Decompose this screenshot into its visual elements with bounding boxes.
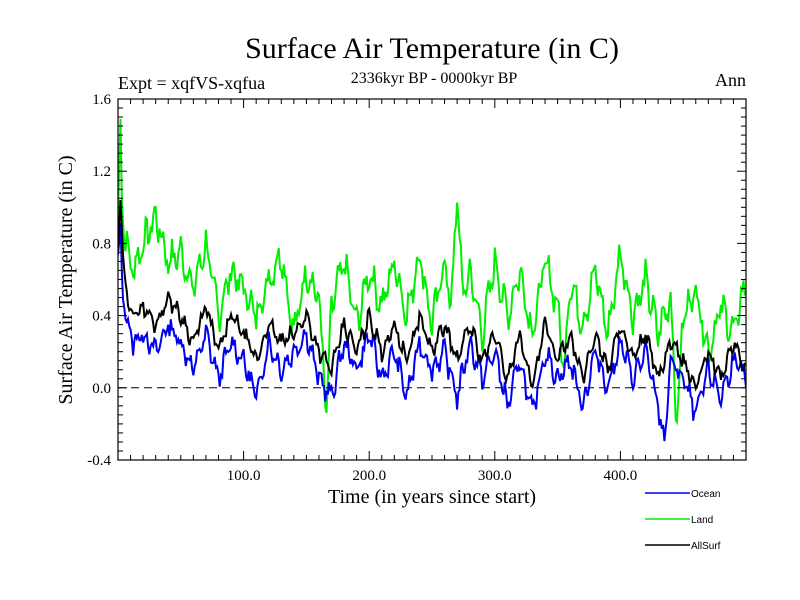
y-tick-label: 0.4 <box>92 309 111 325</box>
y-tick-label: 1.2 <box>92 164 111 180</box>
x-tick-label: 400.0 <box>604 468 638 484</box>
chart-title: Surface Air Temperature (in C) <box>245 32 619 65</box>
legend: Ocean Land AllSurf <box>645 489 721 552</box>
series-line-ocean <box>118 223 746 442</box>
x-axis-label: Time (in years since start) <box>328 486 536 508</box>
x-tick-label: 300.0 <box>478 468 512 484</box>
plot-frame <box>117 98 747 461</box>
chart-subtitle: 2336kyr BP - 0000kyr BP <box>351 70 518 87</box>
y-tick-label: -0.4 <box>87 453 111 469</box>
experiment-label: Expt = xqfVS-xqfua <box>118 73 265 93</box>
season-label: Ann <box>715 70 746 90</box>
legend-label-land: Land <box>691 515 713 526</box>
x-tick-label: 200.0 <box>352 468 386 484</box>
y-tick-label: 1.6 <box>92 92 111 108</box>
y-tick-label: 0.0 <box>92 381 111 397</box>
y-tick-label: 0.8 <box>92 236 111 252</box>
legend-label-ocean: Ocean <box>691 489 720 500</box>
series-line-allsurf <box>118 200 746 392</box>
y-axis-label: Surface Air Temperature (in C) <box>55 155 77 404</box>
series-line-land <box>118 118 746 426</box>
legend-label-allsurf: AllSurf <box>691 541 721 552</box>
x-tick-label: 100.0 <box>227 468 261 484</box>
